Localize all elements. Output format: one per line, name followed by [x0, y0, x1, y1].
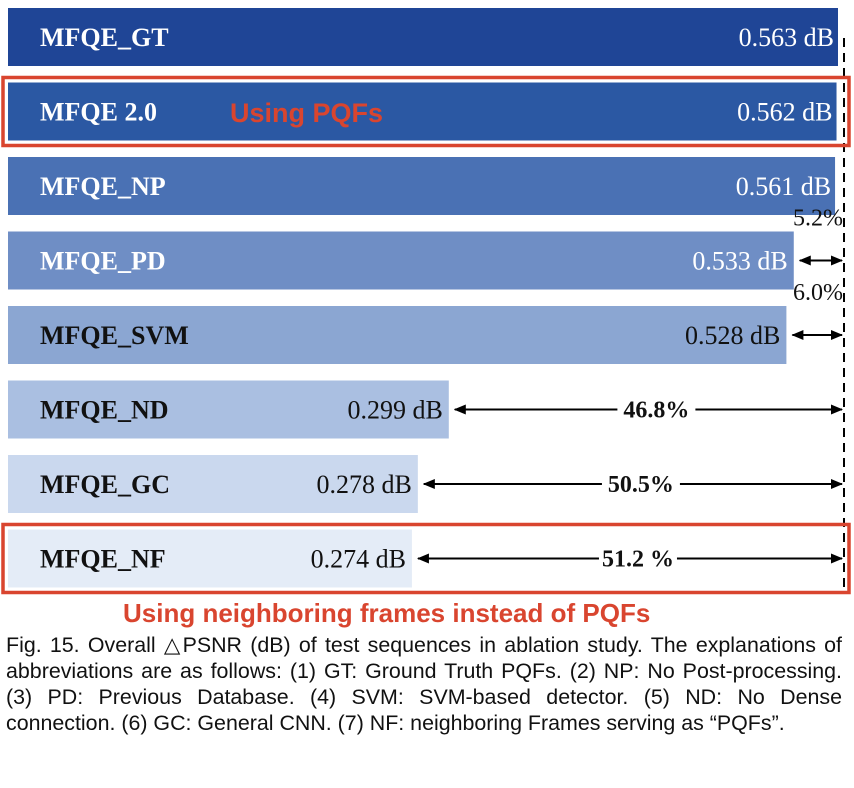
bar-category-label: MFQE_SVM [40, 321, 189, 350]
bar-value-label: 0.561 dB [736, 172, 831, 201]
figure-caption: Fig. 15. Overall △PSNR (dB) of test sequ… [6, 633, 842, 735]
bar-value-label: 0.533 dB [692, 247, 787, 276]
bar-value-label: 0.278 dB [316, 470, 411, 499]
bar-category-label: MFQE_GC [40, 470, 170, 499]
reduction-label: 6.0% [793, 280, 843, 306]
reduction-label-bg [601, 470, 680, 498]
bar-mfqe-gt [8, 8, 838, 66]
bar-value-label: 0.563 dB [739, 23, 834, 52]
ablation-bar-chart: MFQE_GT 0.563 dB MFQE 2.0 0.562 dB MFQE_NP 0.… [1, 8, 851, 628]
reduction-label-bg [598, 544, 677, 573]
bar-mfqe-nf [8, 529, 412, 588]
bar-mfqe-np [8, 157, 836, 215]
highlight-box-mfqe-nf [1, 522, 851, 595]
bar-value-label: 0.562 dB [737, 98, 832, 127]
bar-value-label: 0.528 dB [685, 321, 780, 350]
reduction-label-bg [617, 395, 696, 424]
highlight-box-mfqe-2-0 [1, 75, 851, 148]
bar-category-label: MFQE_PD [40, 247, 166, 276]
reduction-label: 5.2% [793, 206, 843, 232]
bar-category-label: MFQE_NF [40, 545, 166, 574]
bar-mfqe-gc [8, 455, 418, 513]
bar-category-label: MFQE 2.0 [40, 98, 157, 127]
reduction-label: 50.5% [608, 472, 674, 498]
bar-category-label: MFQE_GT [40, 23, 169, 52]
bar-category-label: MFQE_NP [40, 172, 166, 201]
bar-mfqe-svm [8, 306, 787, 364]
annotation-using-pqfs: Using PQFs [230, 98, 383, 128]
bar-mfqe-nd [8, 380, 449, 439]
bar-mfqe-2-0 [8, 82, 837, 141]
bar-category-label: MFQE_ND [40, 396, 169, 425]
reduction-label: 51.2 % [602, 547, 674, 573]
bar-mfqe-pd [8, 231, 794, 290]
reduction-label: 46.8% [623, 398, 689, 424]
bar-value-label: 0.299 dB [347, 396, 442, 425]
bar-value-label: 0.274 dB [311, 545, 406, 574]
annotation-using-neighboring-frames: Using neighboring frames instead of PQFs [123, 598, 650, 628]
